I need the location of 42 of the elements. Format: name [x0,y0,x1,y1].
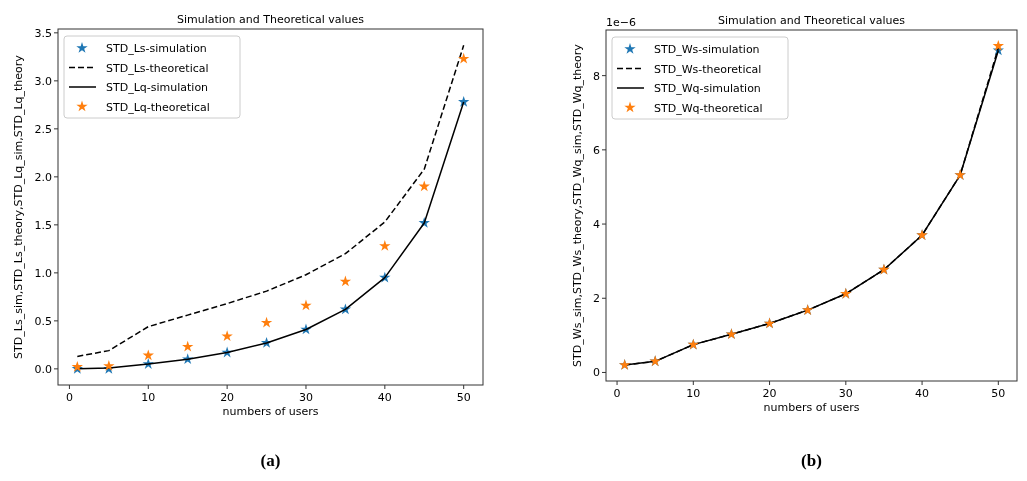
x-tick-label: 40 [377,391,392,404]
text: 1e−6 [606,16,636,29]
x-tick-label: 50 [991,387,1006,400]
legend-label: STD_Ws-theoretical [654,62,762,76]
x-tick-label: 20 [220,391,235,404]
x-tick-label: 20 [762,387,777,400]
y-tick-label: 2.0 [34,170,52,184]
legend-label: STD_Lq-theoretical [106,100,210,114]
x-axis-title: numbers of users [763,401,860,414]
x-tick-label: 0 [65,391,73,404]
y-tick-label: 1.0 [34,266,52,280]
text: (a) [260,451,281,470]
x-tick-label: 30 [838,387,853,400]
legend-label: STD_Ws-simulation [654,43,760,56]
y-tick-label: 1.5 [34,218,52,232]
chart-title: Simulation and Theoretical values [176,13,365,26]
y-tick-label: 4 [593,218,600,232]
x-tick-label: 40 [915,387,930,400]
text: (b) [801,451,822,470]
legend-label: STD_Lq-simulation [106,81,209,94]
x-axis-title: numbers of users [222,405,319,418]
x-tick-label: 10 [141,391,156,404]
y-axis-title: STD_Ws_sim,STD_Ws_theory,STD_Wq_sim,STD_Wq_theory [571,43,584,367]
y-tick-label: 0.0 [34,362,52,376]
y-tick-label: 3.0 [34,74,52,88]
y-tick-label: 2 [593,292,600,306]
y-tick-label: 8 [593,69,600,83]
chart-title: Simulation and Theoretical values [717,14,906,27]
y-tick-label: 0.5 [34,314,52,328]
x-tick-label: 50 [456,391,471,404]
y-tick-label: 0 [593,366,600,380]
legend-label: STD_Wq-simulation [654,82,761,95]
y-tick-label: 3.5 [34,26,52,40]
y-tick-label: 2.5 [34,122,52,136]
y-tick-label: 6 [593,143,600,157]
x-tick-label: 30 [298,391,313,404]
x-tick-label: 10 [686,387,701,400]
x-tick-label: 0 [613,387,621,400]
legend-label: STD_Ls-simulation [106,42,207,55]
legend-label: STD_Ls-theoretical [106,61,209,75]
legend-label: STD_Wq-theoretical [654,101,763,115]
y-axis-title: STD_Ls_sim,STD_Ls_theory,STD_Lq_sim,STD_Lq_theory [12,54,25,359]
